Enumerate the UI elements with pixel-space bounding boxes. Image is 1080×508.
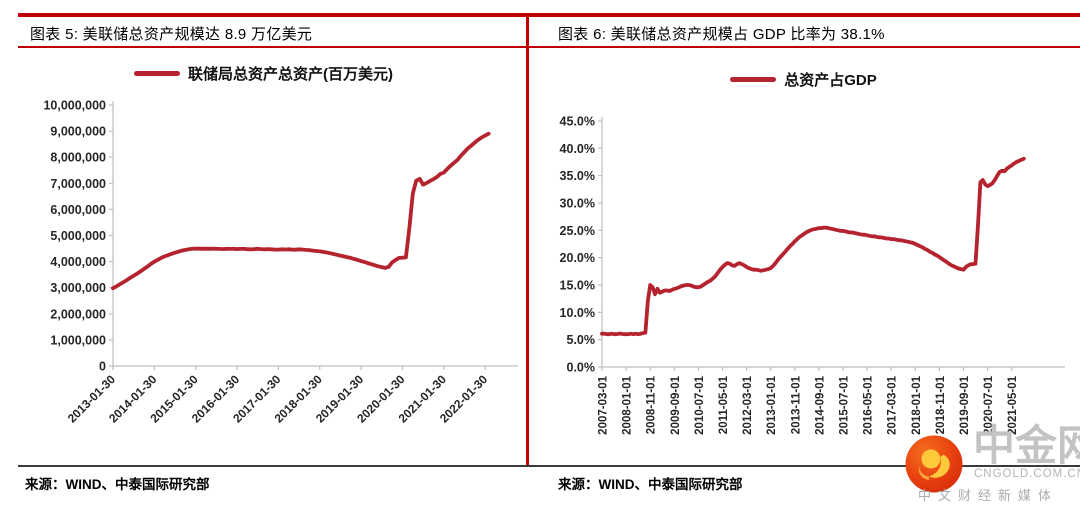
assets-gdp-ratio-chart: 0.0% 5.0% 10.0% 15.0% 20.0% 25.0% 30.0% 35.0% 40… xyxy=(560,115,1065,435)
series-line xyxy=(600,156,1026,337)
watermark-domain: CNGOLD.COM.CN xyxy=(974,468,1080,480)
y-axis-label: 6,000,000 xyxy=(50,203,106,217)
cngold-logo-icon xyxy=(905,435,963,493)
legend-label: 联储局总资产总资产(百万美元) xyxy=(188,66,393,83)
x-axis-label: 2015-07-01 xyxy=(839,375,851,434)
cngold-watermark: 中金网 CNGOLD.COM.CN 中文财经新媒体 xyxy=(903,422,1080,504)
x-axis-label: 2010-07-01 xyxy=(694,375,706,434)
y-axis-label: 45.0% xyxy=(560,115,595,129)
y-axis-label: 2,000,000 xyxy=(50,307,106,321)
x-axis-label: 2013-01-01 xyxy=(766,375,778,434)
left-chart-title: 图表 5: 美联储总资产规模达 8.9 万亿美元 xyxy=(30,26,313,43)
y-axis-label: 40.0% xyxy=(560,142,595,156)
y-axis-label: 4,000,000 xyxy=(50,255,106,269)
left-chart-legend: 联储局总资产总资产(百万美元) xyxy=(0,63,527,84)
x-axis-label: 2016-05-01 xyxy=(863,375,875,434)
legend-line-swatch xyxy=(134,71,180,76)
x-axis-label: 2020-07-01 xyxy=(983,375,995,434)
x-axis-label: 2021-05-01 xyxy=(1007,375,1019,434)
y-axis-label: 10,000,000 xyxy=(43,99,106,113)
top-red-rule xyxy=(18,13,1080,17)
x-axis-label: 2018-11-01 xyxy=(935,375,947,434)
y-axis-label: 35.0% xyxy=(560,169,595,183)
y-axis-label: 8,000,000 xyxy=(50,151,106,165)
x-axis-label: 2019-09-01 xyxy=(959,375,971,434)
y-axis-label: 25.0% xyxy=(560,224,595,238)
x-axis-label: 2011-05-01 xyxy=(718,375,730,434)
y-axis-label: 0.0% xyxy=(567,361,596,375)
x-axis-label: 2014-09-01 xyxy=(814,375,826,434)
x-axis-label: 2018-01-01 xyxy=(911,375,923,434)
x-axis-label: 2012-03-01 xyxy=(742,375,754,434)
legend-line-swatch xyxy=(730,77,777,82)
y-axis-label: 20.0% xyxy=(560,251,595,265)
watermark-name: 中金网 xyxy=(973,422,1080,469)
y-axis-label: 7,000,000 xyxy=(50,177,106,191)
x-axis-label: 2007-03-01 xyxy=(598,375,610,434)
right-source-note: 来源：WIND、中泰国际研究部 xyxy=(558,477,743,492)
title-red-rule xyxy=(18,46,1080,48)
y-axis-label: 10.0% xyxy=(560,306,595,320)
watermark-tagline: 中文财经新媒体 xyxy=(918,488,1059,503)
fed-assets-chart: 0 1,000,000 2,000,000 3,000,000 4,000,000 5,0… xyxy=(43,99,518,426)
x-axis-label: 2017-03-01 xyxy=(887,375,899,434)
y-axis-label: 5.0% xyxy=(567,333,596,347)
y-axis-label: 30.0% xyxy=(560,197,595,211)
panel-divider xyxy=(526,13,529,467)
bottom-dark-rule xyxy=(18,465,1080,467)
x-axis-label: 2008-11-01 xyxy=(646,375,658,434)
series-line xyxy=(111,131,491,291)
y-axis-label: 5,000,000 xyxy=(50,229,106,243)
y-axis-label: 3,000,000 xyxy=(50,281,106,295)
x-axis-label: 2008-01-01 xyxy=(622,375,634,434)
x-axis-label: 2009-09-01 xyxy=(670,375,682,434)
left-source-note: 来源：WIND、中泰国际研究部 xyxy=(25,477,210,492)
y-axis-label: 9,000,000 xyxy=(50,125,106,139)
right-chart-legend: 总资产占GDP xyxy=(527,69,1080,90)
legend-label: 总资产占GDP xyxy=(784,72,877,89)
x-axis-label: 2013-11-01 xyxy=(790,375,802,434)
y-axis-label: 15.0% xyxy=(560,279,595,293)
right-chart-title: 图表 6: 美联储总资产规模占 GDP 比率为 38.1% xyxy=(558,26,885,43)
y-axis-label: 1,000,000 xyxy=(50,333,106,347)
y-axis-label: 0 xyxy=(99,360,106,374)
